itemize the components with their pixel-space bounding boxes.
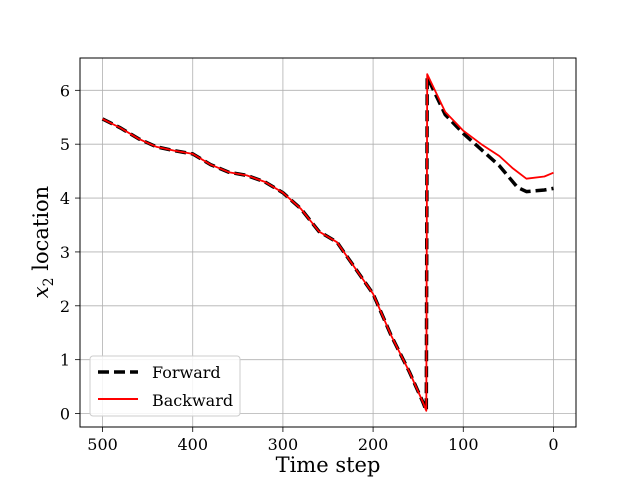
x-tick-label: 200 [358, 435, 389, 454]
y-tick-label: 0 [60, 405, 70, 424]
y-tick-label: 1 [60, 351, 70, 370]
legend: Forward Backward [89, 355, 241, 417]
y-tick-label: 4 [60, 189, 70, 208]
y-tick-label: 5 [60, 135, 70, 154]
x-tick-label: 400 [177, 435, 208, 454]
y-tick-label: 2 [60, 297, 70, 316]
x-axis-title: Time step [276, 453, 381, 477]
x-tick-label: 300 [268, 435, 299, 454]
x-tick-label: 500 [87, 435, 118, 454]
series-line-backward [102, 73, 554, 412]
plot-frame [79, 57, 577, 428]
y-tick-label: 3 [60, 243, 70, 262]
legend-label-forward: Forward [152, 363, 221, 382]
y-axis-title-variable: x [29, 286, 53, 298]
series-group [101, 73, 554, 413]
x-tick-label: 100 [448, 435, 479, 454]
x-tick-label: 0 [548, 435, 558, 454]
y-axis-title: x2 location [29, 186, 57, 298]
legend-label-backward: Backward [152, 391, 233, 410]
y-axis-title-rest: location [29, 186, 53, 278]
y-axis-title-subscript: 2 [41, 277, 57, 286]
y-tick-label: 6 [60, 81, 70, 100]
legend-box [89, 355, 241, 417]
ticks-group: 500 400 300 200 100 0 0 1 2 3 4 5 6 [60, 81, 559, 454]
